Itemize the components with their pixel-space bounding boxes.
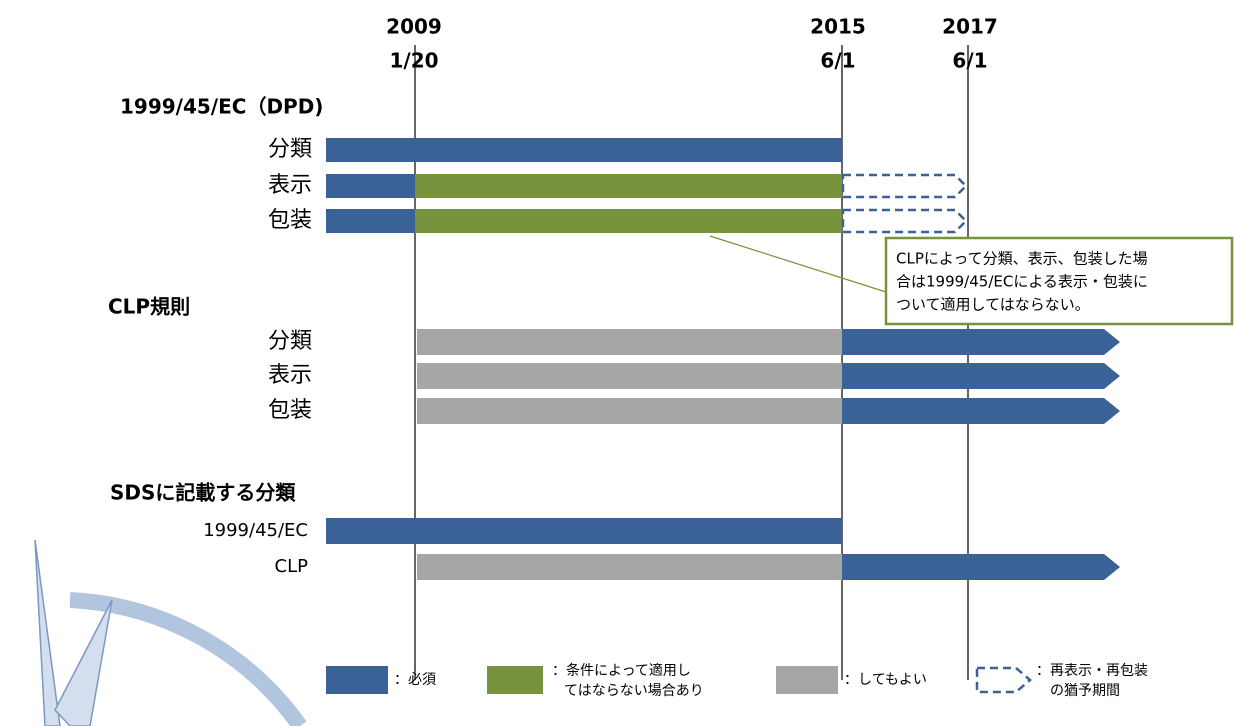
bar (415, 209, 842, 233)
bar (326, 138, 842, 162)
section-title: CLP規則 (108, 295, 190, 319)
date-day: 1/20 (389, 49, 438, 73)
bar-arrow (842, 554, 1120, 580)
bar (417, 329, 842, 355)
row-label: 包装 (268, 208, 312, 233)
legend-label: ：再表示・再包装 (1036, 663, 1148, 679)
bar (417, 398, 842, 424)
grace-arrow (843, 175, 966, 197)
bar (326, 174, 415, 198)
date-year: 2015 (810, 15, 866, 39)
grace-arrow (843, 210, 966, 232)
bar-arrow (842, 363, 1120, 389)
bar (417, 363, 842, 389)
callout-text: CLPによって分類、表示、包装した場 (896, 250, 1148, 268)
bar (417, 554, 842, 580)
row-label: 1999/45/EC (203, 520, 308, 541)
date-year: 2009 (386, 15, 442, 39)
row-label: 表示 (268, 173, 312, 198)
date-day: 6/1 (820, 49, 855, 73)
date-year: 2017 (942, 15, 998, 39)
diagram: 2009 1/20 2015 6/1 2017 6/1 1999/45/EC（D… (0, 0, 1234, 726)
decoration (35, 540, 300, 726)
row-label: CLP (275, 556, 309, 577)
bar-arrow (842, 329, 1120, 355)
bar (415, 174, 842, 198)
bar (326, 209, 415, 233)
legend-label: ：してもよい (844, 672, 927, 688)
section-title: SDSに記載する分類 (110, 481, 296, 505)
section-title: 1999/45/EC（DPD) (120, 95, 323, 119)
legend-swatch (487, 666, 543, 694)
legend-label: の猶予期間 (1050, 683, 1120, 699)
legend-label: ：条件によって適用し (552, 662, 691, 679)
legend-swatch (977, 668, 1030, 692)
legend-label: てはならない場合あり (564, 683, 704, 699)
row-label: 分類 (268, 329, 312, 354)
legend-swatch (326, 666, 388, 694)
date-day: 6/1 (952, 49, 987, 73)
row-label: 分類 (268, 137, 312, 162)
legend-swatch (776, 666, 838, 694)
bar (326, 518, 842, 544)
callout-connector (710, 236, 886, 292)
callout-text: 合は1999/45/ECによる表示・包装に (896, 273, 1148, 291)
callout-text: ついて適用してはならない。 (896, 296, 1090, 314)
row-label: 表示 (268, 363, 312, 388)
bar-arrow (842, 398, 1120, 424)
legend-label: ：必須 (394, 672, 436, 688)
row-label: 包装 (268, 398, 312, 423)
